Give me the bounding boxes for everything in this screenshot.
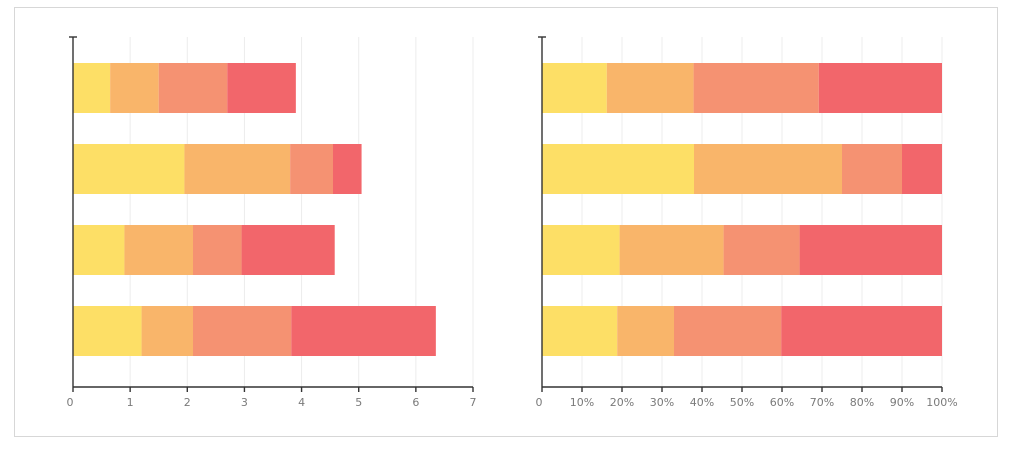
- chart2-bar-row4-seg2: [617, 306, 674, 356]
- chart1-bar-row4-seg1: [73, 306, 142, 356]
- chart1-bar-row4-seg3: [193, 306, 292, 356]
- chart1-bar-row2-seg1: [73, 144, 185, 194]
- chart2-x-tick-label-9: 90%: [890, 396, 914, 409]
- chart1-x-tick-label-3: 3: [241, 396, 248, 409]
- chart2-bar-row1-seg3: [693, 63, 819, 113]
- chart1-bar-row3-seg3: [193, 225, 242, 275]
- chart2-bar-row1-seg2: [606, 63, 694, 113]
- chart1-x-tick-label-7: 7: [470, 396, 477, 409]
- chart2-x-tick-label-2: 20%: [610, 396, 634, 409]
- chart2-x-tick-label-7: 70%: [810, 396, 834, 409]
- chart1-bar-row4-seg2: [141, 306, 193, 356]
- chart2-bar-row2-seg3: [842, 144, 902, 194]
- chart2-x-tick-label-4: 40%: [690, 396, 714, 409]
- chart2-x-tick-label-0: 0: [536, 396, 543, 409]
- chart1-bar-row4-seg4: [291, 306, 436, 356]
- chart2-x-tick-label-5: 50%: [730, 396, 754, 409]
- chart1-x-tick-label-5: 5: [355, 396, 362, 409]
- chart2-bar-row3-seg2: [619, 225, 724, 275]
- chart1-x-tick-label-0: 0: [67, 396, 74, 409]
- chart2-x-tick-label-8: 80%: [850, 396, 874, 409]
- chart2-bar-row4-seg1: [542, 306, 618, 356]
- chart2-bar-row1-seg4: [818, 63, 942, 113]
- chart1-bar-row1-seg2: [110, 63, 159, 113]
- chart2-bar-row4-seg4: [781, 306, 942, 356]
- chart1-bar-row2-seg4: [333, 144, 362, 194]
- chart2-bar-row3-seg3: [723, 225, 800, 275]
- chart1-bar-row3-seg2: [124, 225, 193, 275]
- chart1-bar-row2-seg3: [290, 144, 333, 194]
- chart1-bar-row2-seg2: [184, 144, 291, 194]
- chart1-bar-row3-seg1: [73, 225, 125, 275]
- chart2-bar-row2-seg2: [694, 144, 842, 194]
- chart1-bar-row1-seg1: [73, 63, 111, 113]
- chart1-bar-row3-seg4: [241, 225, 335, 275]
- chart2-x-tick-label-10: 100%: [926, 396, 957, 409]
- chart2-x-tick-label-1: 10%: [570, 396, 594, 409]
- chart1-bar-row1-seg4: [227, 63, 296, 113]
- chart1-x-tick-label-6: 6: [412, 396, 419, 409]
- chart1-x-tick-label-1: 1: [127, 396, 134, 409]
- chart2-bar-row2-seg4: [902, 144, 942, 194]
- chart2-bar-row3-seg4: [799, 225, 942, 275]
- chart1-bar-row1-seg3: [158, 63, 228, 113]
- chart2-bar-row2-seg1: [542, 144, 694, 194]
- chart2-bar-row1-seg1: [542, 63, 607, 113]
- chart2-bar-row3-seg1: [542, 225, 620, 275]
- chart2-bar-row4-seg3: [674, 306, 782, 356]
- chart1-x-tick-label-2: 2: [184, 396, 191, 409]
- chart1-x-tick-label-4: 4: [298, 396, 305, 409]
- chart2-x-tick-label-6: 60%: [770, 396, 794, 409]
- chart2-x-tick-label-3: 30%: [650, 396, 674, 409]
